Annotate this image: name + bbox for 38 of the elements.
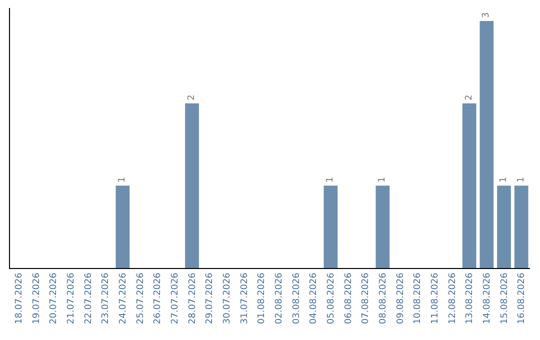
data-label: 2 (187, 94, 197, 100)
x-tick-label: 10.08.2026 (413, 272, 424, 324)
x-tick-label: 06.08.2026 (344, 272, 354, 324)
x-tick-label: 08.08.2026 (378, 272, 389, 324)
x-tick-label: 16.08.2026 (517, 272, 528, 324)
data-label: 1 (499, 176, 509, 183)
x-tick-label: 02.08.2026 (274, 272, 285, 324)
x-tick-label: 19.07.2026 (32, 272, 42, 324)
x-tick-label: 21.07.2026 (66, 272, 77, 324)
x-tick-label: 13.08.2026 (465, 272, 476, 324)
x-tick-label: 11.08.2026 (430, 272, 441, 324)
x-tick-label: 23.07.2026 (101, 272, 112, 324)
x-tick-label: 05.08.2026 (326, 272, 337, 324)
data-label: 1 (118, 176, 128, 183)
x-tick-label: 28.07.2026 (188, 272, 198, 324)
x-tick-label: 18.07.2026 (14, 272, 25, 324)
x-tick-label: 20.07.2026 (49, 272, 60, 324)
x-tick-label: 31.07.2026 (240, 272, 250, 324)
x-tick-label: 09.08.2026 (396, 272, 406, 324)
data-label: 1 (326, 176, 336, 183)
x-tick-label: 14.08.2026 (482, 272, 493, 324)
data-label: 3 (482, 12, 492, 18)
x-tick-label: 29.07.2026 (205, 272, 216, 324)
data-label: 2 (464, 94, 474, 100)
x-tick-label: 15.08.2026 (500, 272, 510, 324)
x-tick-label: 27.07.2026 (170, 272, 181, 324)
x-tick-label: 07.08.2026 (361, 272, 372, 324)
x-tick-label: 30.07.2026 (222, 272, 233, 324)
x-tick-label: 22.07.2026 (84, 272, 94, 324)
x-tick-label: 25.07.2026 (136, 272, 146, 324)
data-label: 1 (378, 176, 388, 183)
x-tick-label: 03.08.2026 (292, 272, 302, 324)
x-tick-label: 24.07.2026 (118, 272, 129, 324)
data-label: 1 (516, 176, 526, 183)
x-tick-label: 12.08.2026 (448, 272, 458, 324)
x-tick-label: 04.08.2026 (309, 272, 320, 324)
x-tick-label: 01.08.2026 (257, 272, 268, 324)
x-tick-label: 26.07.2026 (153, 272, 164, 324)
